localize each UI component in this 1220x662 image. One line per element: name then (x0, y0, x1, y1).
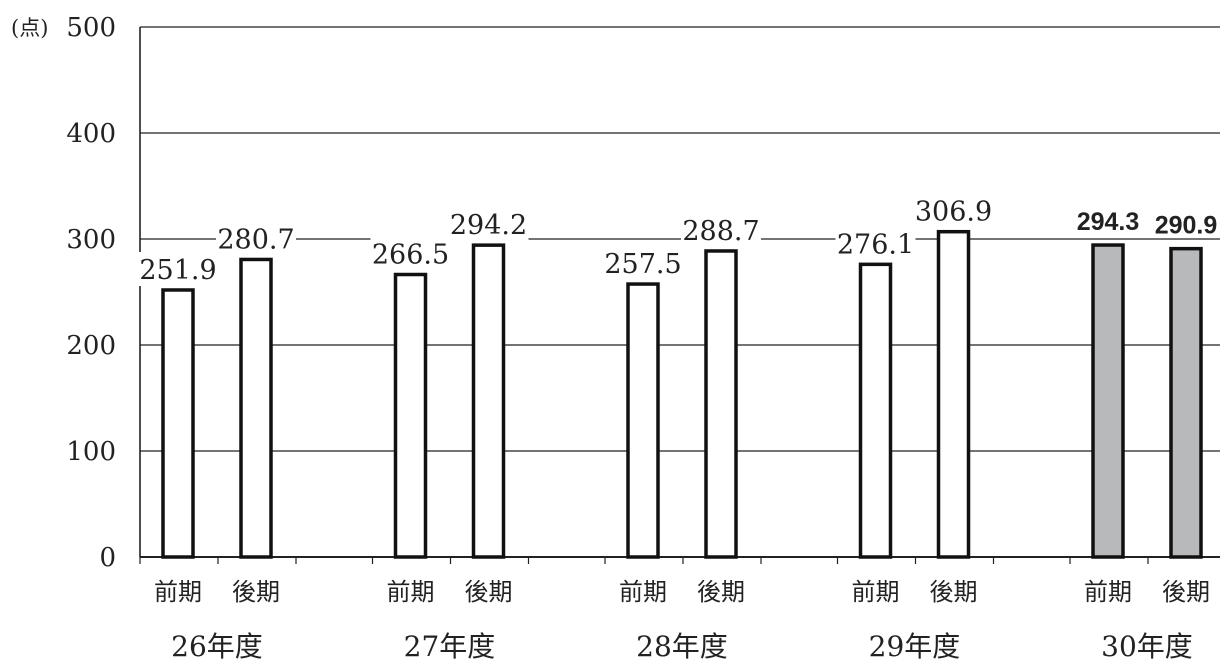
x-sublabel: 前期 (387, 578, 435, 606)
x-sublabel: 前期 (619, 578, 667, 606)
bar-30年度-前期 (1091, 243, 1125, 559)
value-label-bg (448, 207, 529, 242)
x-sublabel: 前期 (1084, 578, 1132, 606)
value-label: 266.5 (372, 240, 449, 271)
value-label: 294.3 (1077, 208, 1140, 236)
value-label: 280.7 (217, 224, 294, 255)
x-sublabel: 後期 (930, 578, 978, 606)
x-sublabel: 前期 (852, 578, 900, 606)
value-label: 288.7 (682, 216, 759, 247)
value-label-bg (835, 226, 916, 261)
x-group-label: 26年度 (171, 630, 263, 662)
x-group-label: 27年度 (404, 630, 496, 662)
value-label: 257.5 (604, 249, 681, 280)
value-label: 294.2 (450, 210, 527, 241)
x-sublabel: 後期 (697, 578, 745, 606)
value-label-bg (913, 193, 994, 228)
x-sublabel: 後期 (1162, 578, 1210, 606)
x-sublabel: 後期 (465, 578, 513, 606)
y-tick-label-100: 100 (66, 437, 116, 467)
value-label: 276.1 (837, 229, 914, 260)
bar-26年度-前期 (161, 288, 195, 559)
bar-29年度-後期 (936, 229, 971, 559)
y-tick-label-300: 300 (66, 225, 116, 255)
x-group-label: 30年度 (1101, 630, 1193, 662)
value-label: 290.9 (1155, 212, 1218, 240)
value-label: 251.9 (139, 255, 216, 286)
y-tick-label-400: 400 (66, 119, 116, 149)
x-group-label: 28年度 (636, 630, 728, 662)
value-label-bg (370, 236, 451, 271)
x-sublabel: 後期 (232, 578, 280, 606)
bar-28年度-後期 (704, 249, 738, 559)
bar-29年度-前期 (858, 262, 893, 559)
x-sublabel: 前期 (154, 578, 202, 606)
y-tick-label-500: 500 (66, 13, 116, 43)
y-tick-label-0: 0 (99, 543, 116, 573)
y-axis-label: (点) (11, 16, 48, 40)
y-tick-label-200: 200 (66, 331, 116, 361)
bar-26年度-後期 (239, 257, 273, 559)
value-label-bg (138, 251, 218, 286)
bar-28年度-前期 (626, 282, 660, 559)
bar-27年度-後期 (471, 243, 506, 559)
value-label-bg (603, 246, 683, 281)
value-label-bg (216, 221, 296, 256)
value-label-bg (681, 212, 761, 247)
bar-30年度-後期 (1169, 246, 1203, 559)
bar-27年度-前期 (393, 272, 428, 559)
x-group-label: 29年度 (869, 630, 961, 662)
value-label: 306.9 (915, 197, 992, 228)
